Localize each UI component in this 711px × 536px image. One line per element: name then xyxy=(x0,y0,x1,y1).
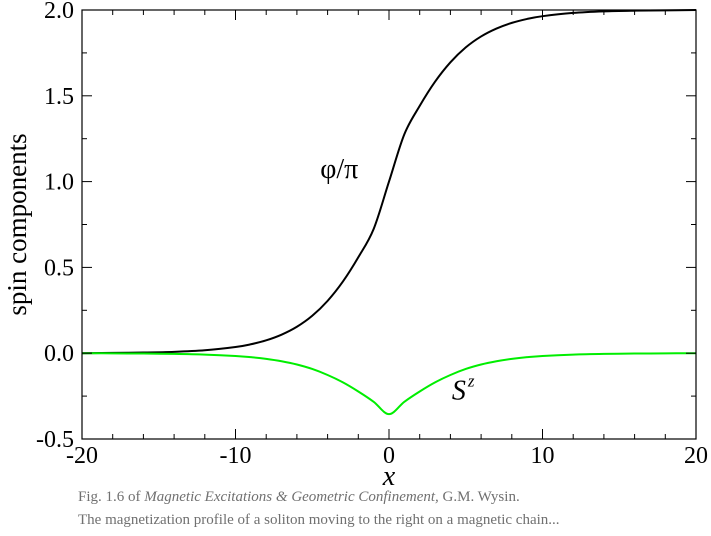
x-tick-label: -20 xyxy=(66,443,98,469)
y-tick-label: 2.0 xyxy=(44,0,74,24)
annotation-phi-text: φ/π xyxy=(320,154,358,185)
annotation-phi: φ/π xyxy=(320,154,358,185)
y-tick-label: 0.5 xyxy=(44,255,74,281)
series-line-0 xyxy=(81,9,697,355)
y-tick-label: 1.0 xyxy=(44,170,74,196)
plot-area xyxy=(81,9,697,416)
x-tick-label: -10 xyxy=(220,443,252,469)
caption-prefix: Fig. 1.6 of xyxy=(78,489,145,505)
chart: -20 -10 0 10 20 -0.5 0.0 0.5 1.0 1.5 2.0 x spin comp… xyxy=(2,0,708,492)
caption-line-2: The magnetization profile of a soliton m… xyxy=(78,512,560,528)
x-tick-label: 0 xyxy=(383,443,395,469)
y-tick-label: -0.5 xyxy=(36,427,74,453)
x-tick-label: 10 xyxy=(531,443,555,469)
x-axis-label: x xyxy=(382,461,396,492)
y-axis-label: spin components xyxy=(2,133,32,315)
annotation-sz-text: S xyxy=(452,376,466,407)
series-line-1 xyxy=(81,352,697,416)
caption-line-1: Fig. 1.6 of Magnetic Excitations & Geome… xyxy=(78,489,520,506)
caption-author: G.M. Wysin. xyxy=(438,489,520,505)
y-tick-label: 1.5 xyxy=(44,84,74,110)
caption-book-title: Magnetic Excitations & Geometric Confine… xyxy=(144,489,439,505)
y-tick-label: 0.0 xyxy=(44,341,74,367)
plot-frame xyxy=(81,9,697,440)
annotation-sz-superscript: z xyxy=(467,372,475,391)
axes: -20 -10 0 10 20 -0.5 0.0 0.5 1.0 1.5 2.0 x spin comp… xyxy=(2,0,708,492)
x-tick-label: 20 xyxy=(684,443,708,469)
